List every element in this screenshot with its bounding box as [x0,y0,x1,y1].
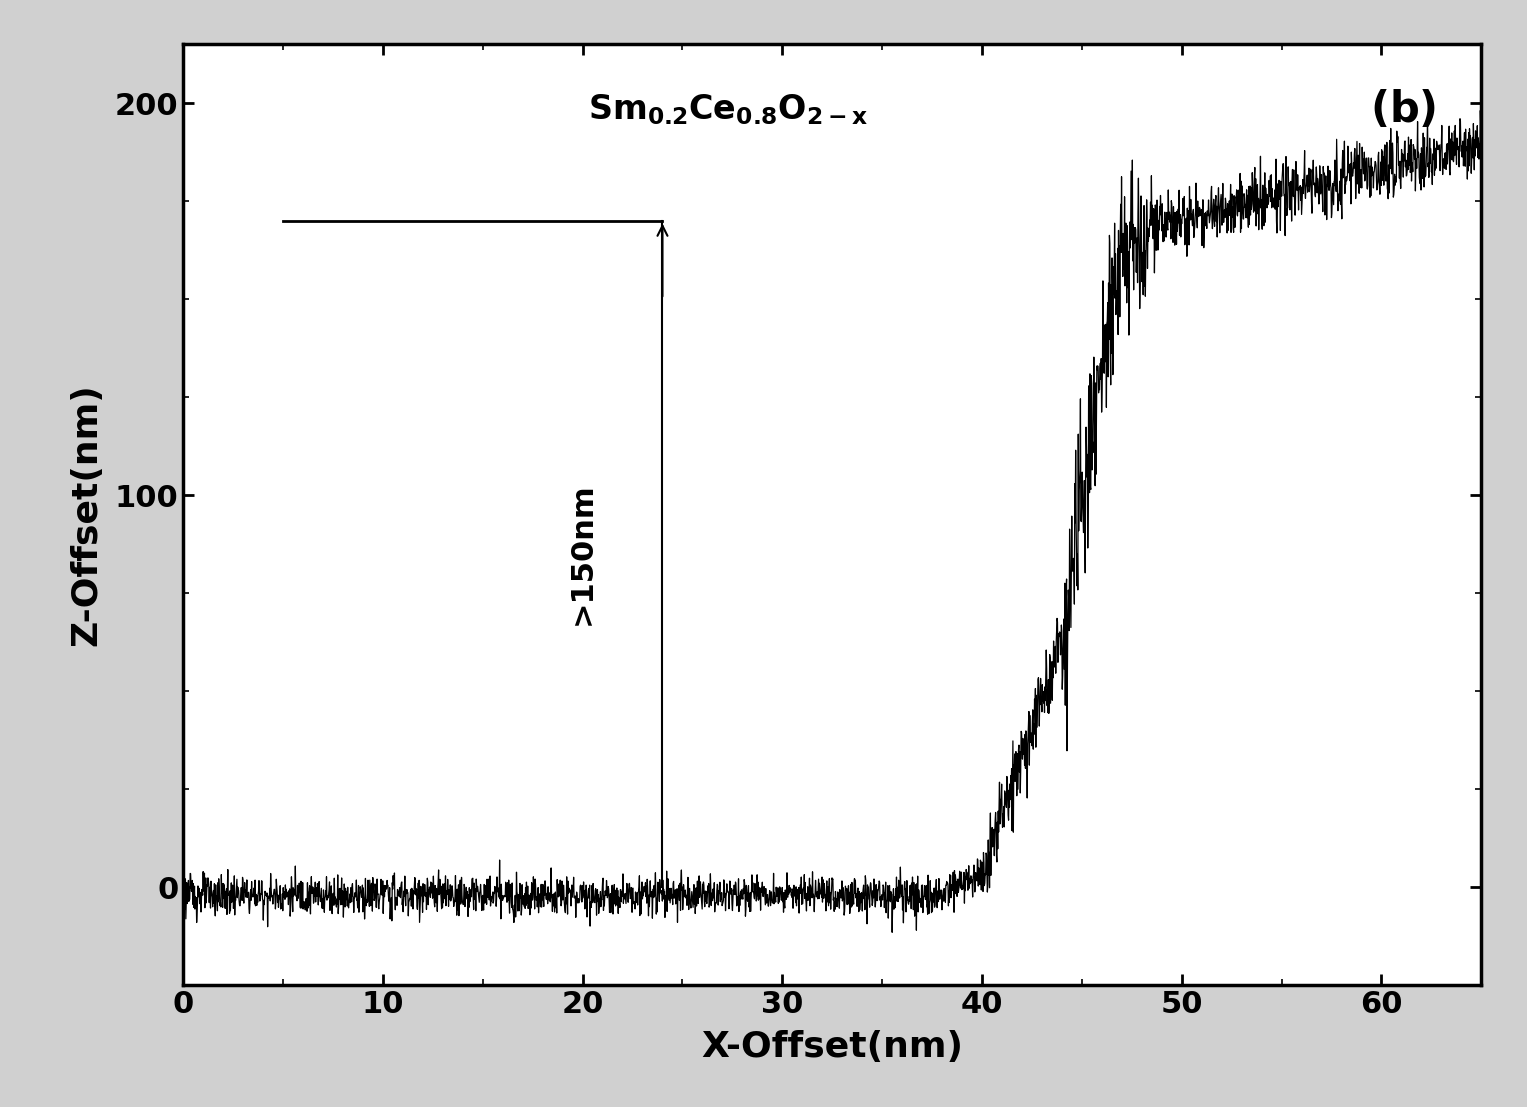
X-axis label: X-Offset(nm): X-Offset(nm) [701,1031,964,1064]
Text: $\mathbf{(b)}$: $\mathbf{(b)}$ [1370,90,1437,131]
Y-axis label: Z-Offset(nm): Z-Offset(nm) [70,383,104,646]
Text: >150nm: >150nm [568,483,597,625]
Text: $\mathbf{Sm_{0.2}Ce_{0.8}O_{2-x}}$: $\mathbf{Sm_{0.2}Ce_{0.8}O_{2-x}}$ [588,93,869,127]
